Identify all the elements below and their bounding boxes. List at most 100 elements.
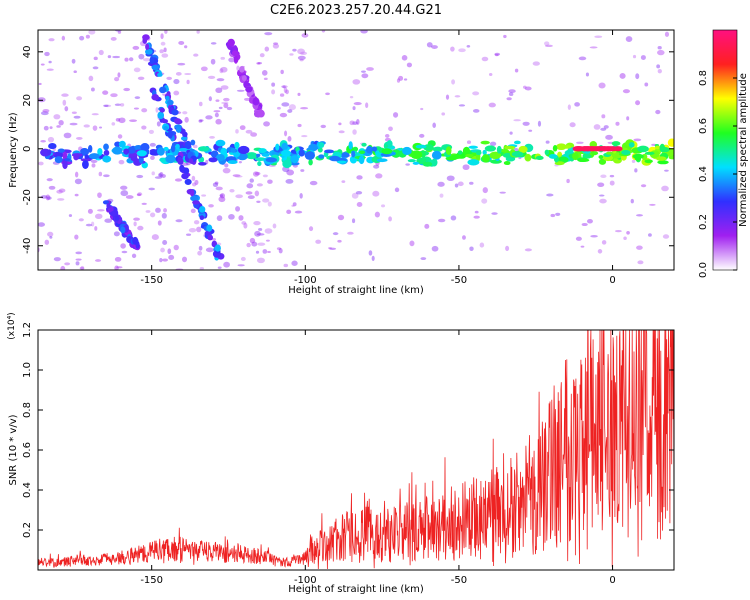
spectrogram-speckle — [424, 223, 430, 229]
spectrogram-feature-blob — [161, 118, 169, 124]
spectrogram-feature-blob — [304, 151, 315, 160]
spectrogram-speckle — [329, 247, 337, 250]
spectrogram-speckle — [524, 86, 532, 91]
spectrogram-feature-blob — [415, 144, 427, 149]
spectrogram-speckle — [246, 242, 251, 248]
spectrogram-speckle — [219, 68, 224, 74]
spectrogram-speckle — [365, 102, 369, 109]
spectrogram-speckle — [264, 228, 273, 234]
spectrogram-feature-blob — [156, 147, 165, 156]
spectrogram-speckle — [44, 51, 50, 57]
spectrogram-feature-blob — [127, 146, 136, 154]
spectrogram-feature-blob — [574, 146, 583, 152]
spectrogram-speckle — [409, 240, 415, 247]
spectrogram-speckle — [279, 93, 285, 97]
spectrogram-speckle — [292, 202, 297, 207]
spectrogram-feature-blob — [381, 148, 393, 155]
spectrogram-speckle — [68, 214, 73, 217]
spectrogram-feature-blob — [103, 149, 110, 156]
spectrogram-speckle — [488, 72, 493, 77]
spectrogram-speckle — [488, 102, 496, 108]
spectrogram-speckle — [138, 53, 145, 60]
spectrogram-speckle — [352, 79, 361, 85]
spectrogram-speckle — [214, 112, 219, 118]
spectrogram-speckle — [262, 249, 268, 254]
snr-y-tick-label: 0.6 — [22, 442, 33, 458]
spectrogram-speckle — [622, 89, 630, 94]
spectrogram-speckle — [91, 163, 96, 168]
spectrogram-speckle — [226, 106, 233, 111]
spectrogram-speckle — [224, 163, 229, 168]
spectrogram-speckle — [263, 121, 270, 127]
spectrogram-speckle — [576, 141, 584, 144]
spectrogram-speckle — [74, 178, 82, 185]
spectrogram-feature-blob — [184, 178, 192, 186]
spectrogram-speckle — [569, 122, 576, 128]
spectrogram-speckle — [46, 196, 52, 200]
spectrogram-speckle — [640, 55, 646, 60]
spectrogram-speckle — [341, 180, 346, 183]
spectrogram-feature-blob — [159, 157, 167, 163]
spectrogram-speckle — [218, 196, 226, 203]
spectrogram-speckle — [451, 79, 456, 85]
spectrogram-x-tick-label: 0 — [609, 275, 615, 286]
spectrogram-speckle — [597, 249, 603, 254]
spectrogram-feature-blob — [583, 154, 592, 159]
spectrogram-feature-blob — [151, 94, 160, 101]
spectrogram-speckle — [509, 131, 513, 135]
spectrogram-speckle — [48, 185, 56, 190]
spectrogram-speckle — [117, 30, 122, 34]
spectrogram-speckle — [107, 55, 112, 59]
spectrogram-speckle — [40, 195, 48, 199]
spectrogram-feature-blob — [145, 48, 153, 55]
spectrogram-speckle — [184, 45, 188, 49]
spectrogram-speckle — [308, 226, 314, 232]
spectrogram-speckle — [196, 226, 202, 233]
spectrogram-speckle — [148, 187, 155, 191]
spectrogram-speckle — [161, 212, 167, 219]
spectrogram-speckle — [271, 82, 276, 87]
spectrogram-speckle — [280, 69, 284, 75]
spectrogram-speckle — [159, 258, 163, 263]
spectrogram-speckle — [469, 246, 474, 252]
spectrogram-feature-blob — [358, 150, 366, 155]
spectrogram-speckle — [234, 175, 243, 178]
spectrogram-speckle — [375, 173, 383, 179]
spectrogram-speckle — [161, 53, 169, 58]
spectrogram-speckle — [173, 90, 180, 96]
spectrogram-speckle — [597, 182, 605, 188]
spectrogram-speckle — [245, 191, 253, 195]
spectrogram-feature-blob — [637, 145, 649, 153]
spectrogram-speckle — [239, 125, 246, 131]
spectrogram-feature-blob — [324, 149, 335, 154]
spectrogram-speckle — [79, 35, 85, 41]
spectrogram-speckle — [245, 129, 253, 134]
spectrogram-speckle — [69, 122, 78, 126]
snr-panel: -150 -100 -50 0 0.2 0.4 0.6 0.8 1.0 1.2 Height o… — [7, 312, 675, 595]
spectrogram-speckle — [508, 92, 514, 96]
spectrogram-feature-blob — [282, 159, 292, 169]
spectrogram-feature-blob — [190, 190, 195, 197]
spectrogram-speckle — [207, 75, 216, 79]
spectrogram-speckle — [315, 239, 322, 244]
spectrogram-speckle — [75, 258, 82, 261]
spectrogram-speckle — [294, 210, 303, 214]
spectrogram-speckle — [208, 204, 214, 208]
spectrogram-speckle — [384, 133, 390, 138]
spectrogram-speckle — [252, 171, 260, 177]
spectrogram-speckle — [282, 85, 286, 89]
spectrogram-speckle — [85, 223, 93, 227]
spectrogram-feature-blob — [361, 142, 367, 147]
spectrogram-feature-blob — [365, 145, 373, 154]
spectrogram-speckle — [162, 239, 168, 245]
spectrogram-speckle — [644, 82, 649, 87]
spectrogram-feature-blob — [535, 155, 544, 160]
snr-y-tick-label: 0.8 — [22, 402, 33, 418]
spectrogram-speckle — [186, 79, 190, 85]
spectrogram-speckle — [338, 130, 345, 134]
spectrogram-speckle — [352, 106, 356, 111]
spectrogram-feature-blob — [87, 144, 93, 153]
spectrogram-speckle — [91, 87, 95, 92]
spectrogram-speckle — [157, 220, 162, 226]
spectrogram-feature-blob — [577, 158, 590, 162]
